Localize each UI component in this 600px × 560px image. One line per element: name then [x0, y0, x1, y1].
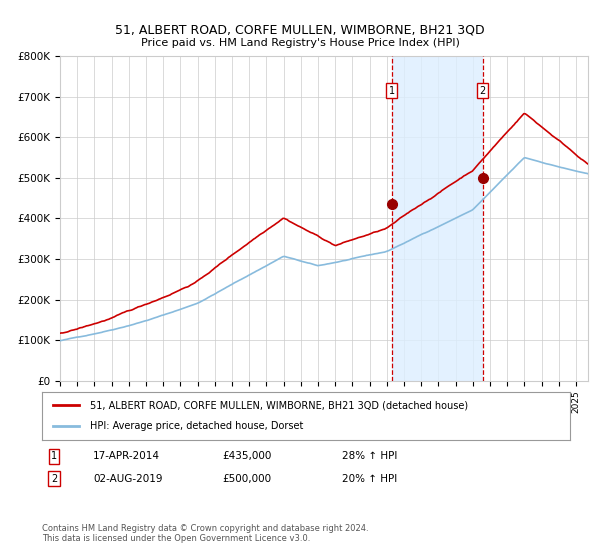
- Bar: [392, 56, 483, 381]
- Text: Contains HM Land Registry data © Crown copyright and database right 2024.
This d: Contains HM Land Registry data © Crown c…: [42, 524, 368, 543]
- Text: 1: 1: [51, 451, 57, 461]
- Text: 1: 1: [389, 86, 395, 96]
- Text: 2: 2: [51, 474, 57, 484]
- Text: 28% ↑ HPI: 28% ↑ HPI: [342, 451, 397, 461]
- Text: 17-APR-2014: 17-APR-2014: [93, 451, 160, 461]
- Text: 2: 2: [479, 86, 486, 96]
- Text: HPI: Average price, detached house, Dorset: HPI: Average price, detached house, Dors…: [89, 421, 303, 431]
- Text: £435,000: £435,000: [222, 451, 271, 461]
- Text: £500,000: £500,000: [222, 474, 271, 484]
- Text: 51, ALBERT ROAD, CORFE MULLEN, WIMBORNE, BH21 3QD: 51, ALBERT ROAD, CORFE MULLEN, WIMBORNE,…: [115, 24, 485, 36]
- Text: 51, ALBERT ROAD, CORFE MULLEN, WIMBORNE, BH21 3QD (detached house): 51, ALBERT ROAD, CORFE MULLEN, WIMBORNE,…: [89, 400, 467, 410]
- Text: 20% ↑ HPI: 20% ↑ HPI: [342, 474, 397, 484]
- Text: 02-AUG-2019: 02-AUG-2019: [93, 474, 163, 484]
- Text: Price paid vs. HM Land Registry's House Price Index (HPI): Price paid vs. HM Land Registry's House …: [140, 38, 460, 48]
